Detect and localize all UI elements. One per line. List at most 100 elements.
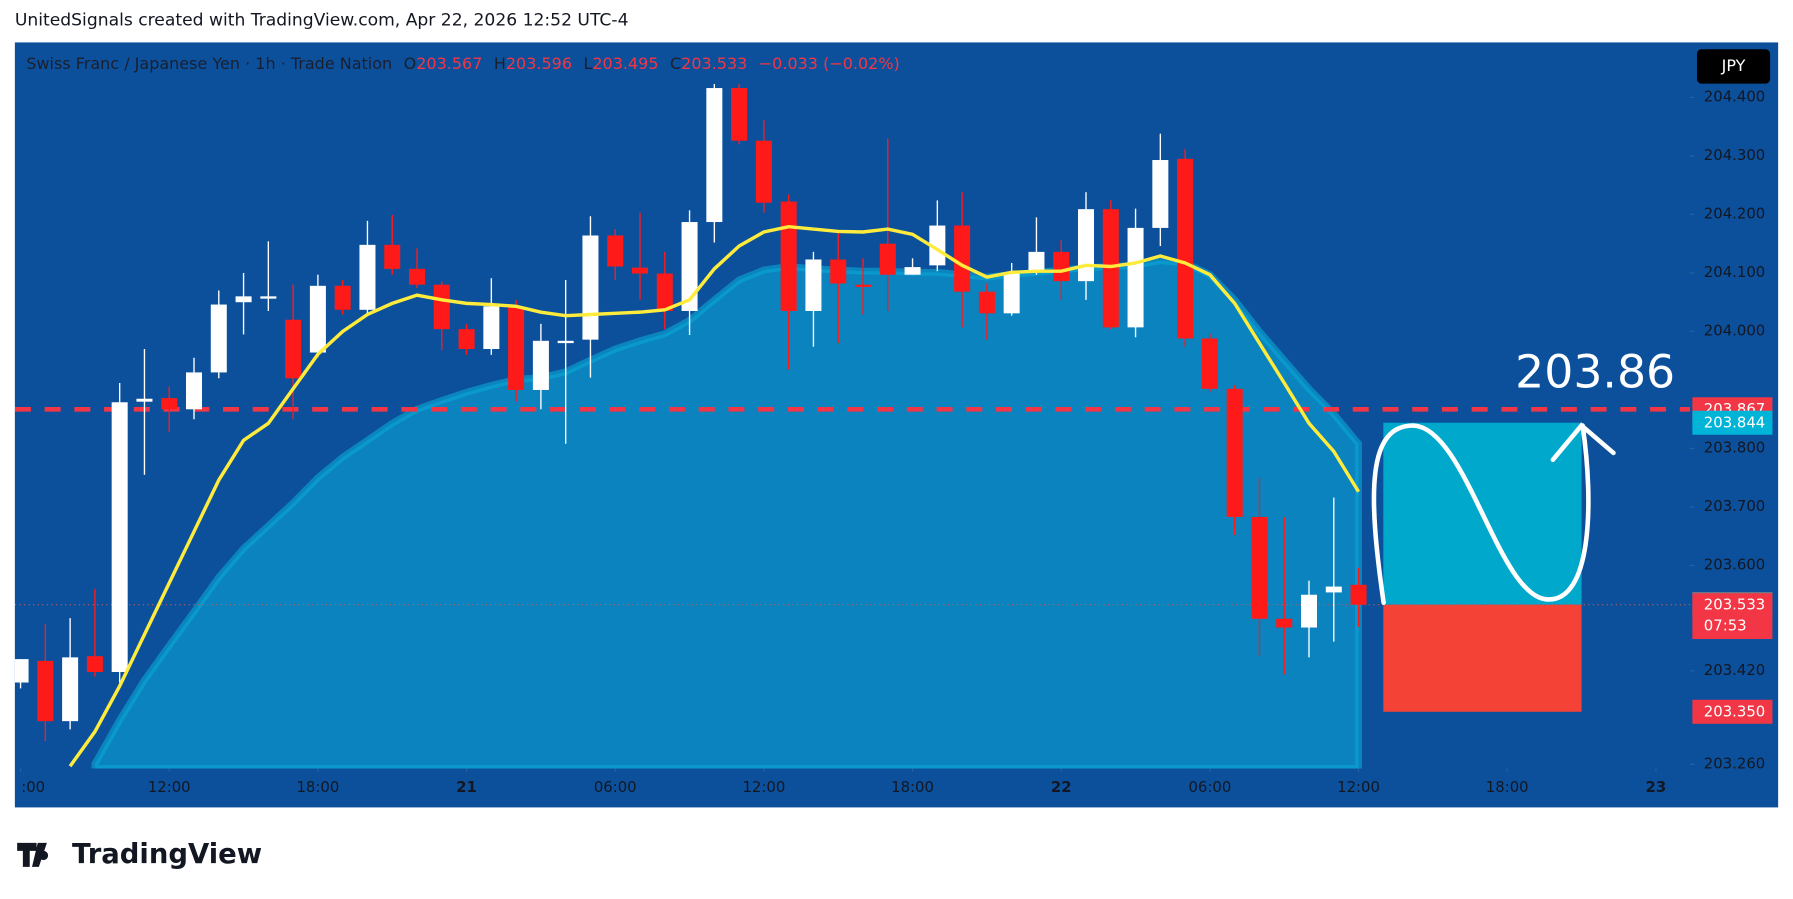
x-tick-label: 12:00 — [1337, 778, 1380, 796]
x-tick-label: 23 — [1646, 778, 1667, 796]
ma-line — [68, 224, 1361, 768]
y-tick-label: 203.600 — [1704, 556, 1765, 574]
ohlc-value: 203.567 — [416, 54, 482, 73]
candle-body — [1251, 516, 1268, 619]
y-tick-label: 204.200 — [1704, 204, 1765, 222]
candle-body — [359, 244, 376, 310]
candle-body — [235, 296, 252, 303]
candle-body — [532, 340, 549, 390]
plot-area — [14, 83, 1691, 769]
candle-body — [309, 285, 326, 353]
brand-logo: TradingView — [17, 839, 262, 870]
currency[interactable]: JPY — [1721, 56, 1746, 75]
candle-body — [607, 235, 624, 267]
candle-body — [1325, 586, 1342, 593]
candle-body — [681, 222, 698, 311]
y-tick-label: 203.260 — [1704, 754, 1765, 772]
x-tick-label: 18:00 — [296, 778, 339, 796]
ohlc-label: C — [670, 54, 681, 73]
candle-body — [111, 402, 128, 672]
candle-body — [656, 273, 673, 311]
candle-body — [1226, 388, 1243, 517]
y-tick-label: 204.400 — [1704, 87, 1765, 105]
y-tick-label: 203.420 — [1704, 661, 1765, 679]
countdown: 07:53 — [1704, 616, 1747, 634]
y-tick-label: 204.000 — [1704, 321, 1765, 339]
candle-body — [458, 329, 475, 350]
y-tick-label: 204.300 — [1704, 146, 1765, 164]
candle-body — [62, 657, 79, 722]
x-tick-label: 06:00 — [1188, 778, 1231, 796]
candle-body — [706, 88, 723, 223]
ohlc-label: O — [404, 54, 417, 73]
candle-body — [978, 291, 995, 314]
ohlc-value: 203.495 — [592, 54, 658, 73]
candle-body — [1177, 158, 1194, 339]
candle-body — [508, 306, 525, 390]
candle-body — [186, 372, 203, 410]
candle-body — [433, 284, 450, 330]
annotation: 203.86 — [1515, 346, 1675, 399]
candle-body — [260, 296, 277, 299]
y-tick-label: 203.800 — [1704, 438, 1765, 456]
candle-body — [1028, 251, 1045, 273]
price-label: 203.844 — [1704, 413, 1765, 431]
candle-body — [582, 235, 599, 340]
price-label-bg — [1692, 699, 1773, 724]
candle-body — [1127, 227, 1144, 328]
candle-body — [731, 88, 748, 141]
stop-zone — [1383, 604, 1582, 712]
x-tick-label: :00 — [21, 778, 45, 796]
brand: TradingView — [72, 839, 262, 870]
ohlc-label: L — [583, 54, 592, 73]
candle-body — [136, 398, 153, 402]
candle-body — [1003, 272, 1020, 314]
projection-curve — [1371, 422, 1616, 606]
ohlc-value: 203.596 — [506, 54, 572, 73]
header: UnitedSignals created with TradingView.c… — [15, 11, 629, 31]
candle-body — [1053, 251, 1070, 282]
ohlc-label: H — [494, 54, 506, 73]
candle-body — [904, 267, 921, 275]
candle-body — [755, 140, 772, 203]
candle-body — [1102, 209, 1119, 328]
candle-body — [1152, 160, 1169, 228]
candle-body — [483, 306, 500, 350]
candle-body — [14, 659, 29, 683]
x-tick-label: 22 — [1051, 778, 1072, 796]
logo-mark — [17, 842, 49, 867]
ohlc-value: 203.533 — [681, 54, 747, 73]
candle-body — [557, 340, 574, 344]
x-tick-label: 12:00 — [742, 778, 785, 796]
x-tick-label: 18:00 — [891, 778, 934, 796]
candle-body — [1276, 618, 1293, 628]
candle-body — [37, 660, 54, 722]
x-tick-label: 18:00 — [1486, 778, 1529, 796]
x-tick-label: 21 — [456, 778, 477, 796]
candle-body — [86, 656, 103, 672]
candle-body — [409, 268, 426, 285]
candle-body — [929, 225, 946, 266]
candle-body — [879, 243, 896, 275]
candle-body — [632, 267, 649, 274]
x-tick-label: 06:00 — [594, 778, 637, 796]
candle-body — [780, 201, 797, 311]
price-label-bg — [1692, 410, 1773, 435]
currency-button[interactable] — [1696, 49, 1771, 84]
price-label-bg — [1692, 593, 1773, 640]
candle-body — [210, 304, 227, 373]
legend: Swiss Franc / Japanese Yen · 1h · Trade … — [26, 54, 899, 73]
candle-body — [285, 319, 302, 379]
candle-body — [1078, 209, 1095, 282]
candle-body — [1301, 594, 1318, 628]
price-label: 203.350 — [1704, 702, 1765, 720]
candle-body — [954, 225, 971, 292]
candle-body — [334, 285, 351, 310]
candle-body — [161, 398, 178, 410]
y-tick-label: 204.100 — [1704, 263, 1765, 281]
price-label: 203.533 — [1704, 595, 1765, 613]
candle-body — [384, 244, 401, 269]
candle-body — [805, 259, 822, 311]
